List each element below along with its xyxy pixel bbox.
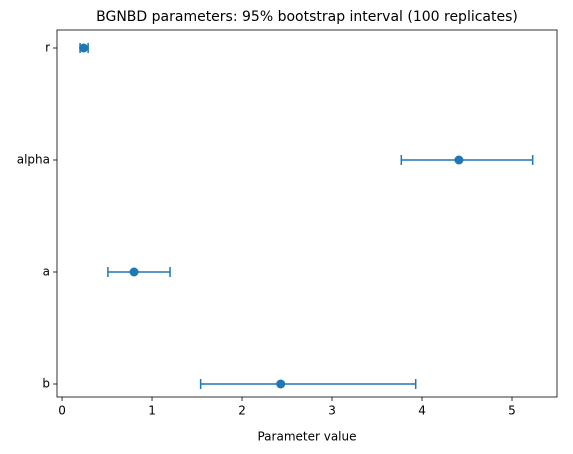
y-tick-label: alpha bbox=[17, 153, 50, 167]
point bbox=[79, 43, 89, 53]
x-tick-label: 2 bbox=[238, 404, 246, 418]
y-tick-label: a bbox=[43, 265, 50, 279]
y-tick-label: b bbox=[42, 377, 50, 391]
y-tick-label: r bbox=[45, 41, 50, 55]
point bbox=[276, 379, 286, 389]
chart-title: BGNBD parameters: 95% bootstrap interval… bbox=[96, 9, 518, 25]
plot-frame bbox=[56, 29, 558, 398]
x-tick-label: 3 bbox=[328, 404, 336, 418]
x-tick-label: 5 bbox=[508, 404, 516, 418]
x-tick-label: 1 bbox=[148, 404, 156, 418]
point bbox=[129, 267, 139, 277]
x-tick-label: 4 bbox=[418, 404, 426, 418]
point bbox=[454, 155, 464, 165]
x-axis-label: Parameter value bbox=[257, 430, 356, 444]
x-tick-label: 0 bbox=[58, 404, 66, 418]
